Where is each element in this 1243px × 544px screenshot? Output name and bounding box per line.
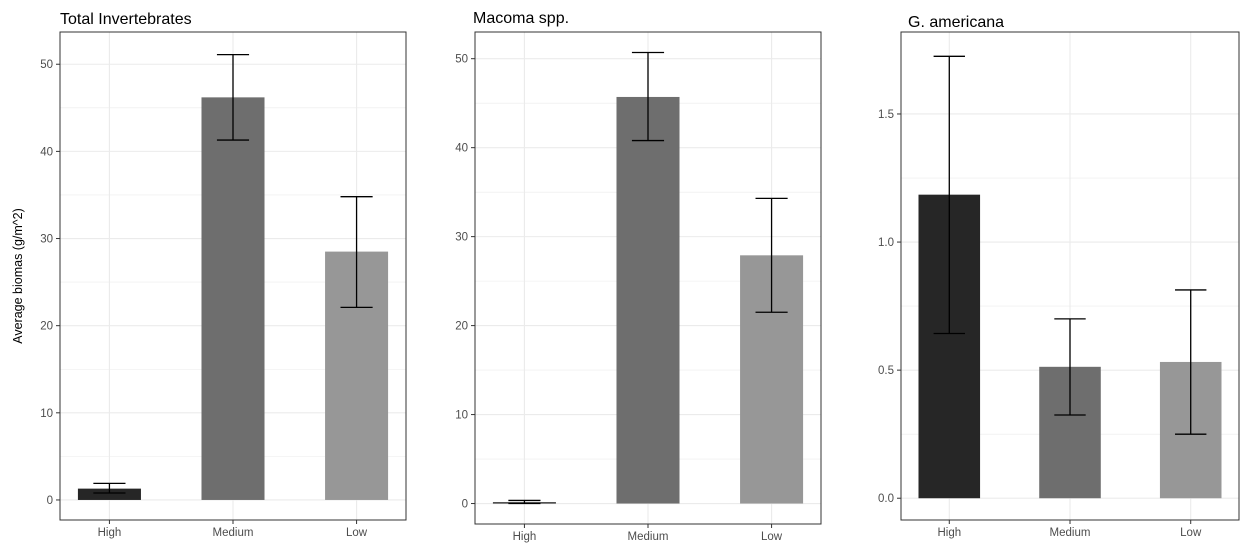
y-tick-label: 0 [47, 495, 53, 507]
y-axis: 0 10 20 30 40 50 [40, 59, 60, 507]
x-tick-label: Low [1180, 527, 1202, 539]
x-tick-label: Medium [628, 531, 669, 543]
panel-title: G. americana [908, 14, 1004, 31]
x-axis: High Medium Low [98, 520, 368, 539]
bar-medium [616, 96, 680, 504]
y-tick-label: 1.0 [878, 237, 894, 249]
bars [492, 96, 804, 504]
y-tick-label: 40 [455, 143, 468, 155]
y-tick-label: 10 [40, 408, 53, 420]
bar-medium [201, 97, 265, 500]
x-tick-label: Medium [1050, 527, 1091, 539]
x-tick-label: Low [761, 531, 783, 543]
bars [77, 97, 389, 500]
y-tick-label: 30 [455, 232, 468, 244]
y-axis: 0.0 0.5 1.0 1.5 [878, 109, 901, 505]
y-tick-label: 20 [40, 321, 53, 333]
x-tick-label: Medium [213, 527, 254, 539]
y-tick-label: 50 [455, 54, 468, 66]
panel-title: Macoma spp. [473, 10, 569, 27]
panel-macoma: Macoma spp. 0 10 20 30 40 50 High Medium Low [455, 10, 822, 543]
y-axis: 0 10 20 30 40 50 [455, 54, 475, 511]
y-axis-label: Average biomas (g/m^2) [11, 208, 25, 344]
y-tick-label: 20 [455, 321, 468, 333]
x-tick-label: High [937, 527, 961, 539]
x-tick-label: Low [346, 527, 368, 539]
y-tick-label: 40 [40, 146, 53, 158]
x-tick-label: High [513, 531, 537, 543]
x-axis: High Medium Low [513, 524, 783, 543]
y-tick-label: 50 [40, 59, 53, 71]
panel-title: Total Invertebrates [60, 11, 192, 28]
panel-g-americana: G. americana 0.0 0.5 1.0 1.5 High Medium Low [878, 14, 1240, 539]
error-bars [93, 54, 373, 494]
y-tick-label: 0 [462, 499, 468, 511]
y-tick-label: 0.0 [878, 493, 894, 505]
y-tick-label: 30 [40, 234, 53, 246]
y-tick-label: 10 [455, 410, 468, 422]
x-axis: High Medium Low [937, 520, 1202, 539]
y-tick-label: 0.5 [878, 365, 894, 377]
x-tick-label: High [98, 527, 122, 539]
panel-total-invertebrates: Total Invertebrates Average biomas (g/m^… [11, 11, 407, 539]
error-bars [508, 51, 788, 505]
bar-high [77, 488, 141, 500]
error-bars [933, 55, 1207, 435]
y-tick-label: 1.5 [878, 109, 894, 121]
